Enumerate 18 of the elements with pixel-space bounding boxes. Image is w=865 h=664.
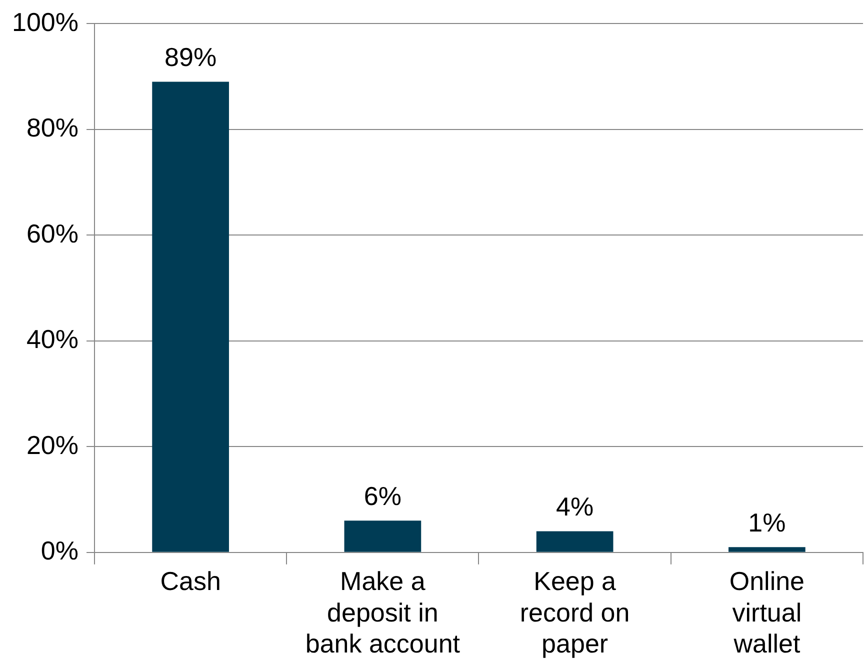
y-tick-label: 0% bbox=[40, 536, 78, 566]
data-label: 6% bbox=[364, 480, 402, 511]
bar bbox=[152, 82, 229, 552]
y-tick-label: 20% bbox=[26, 430, 78, 460]
bar bbox=[728, 547, 806, 552]
x-tick-label: Online virtual wallet bbox=[729, 566, 805, 659]
y-tick-label: 80% bbox=[26, 112, 78, 143]
data-label: 4% bbox=[556, 491, 594, 522]
y-tick-label: 40% bbox=[26, 324, 78, 354]
y-tick-label: 60% bbox=[26, 218, 78, 248]
data-label: 89% bbox=[164, 42, 217, 72]
y-tick-label: 100% bbox=[12, 6, 78, 37]
x-tick-label: Make a deposit in bank account bbox=[305, 566, 461, 659]
bar bbox=[344, 520, 422, 552]
bar bbox=[536, 531, 614, 552]
x-tick-label: Keep a record on paper bbox=[520, 566, 630, 659]
data-label: 1% bbox=[748, 507, 786, 538]
x-tick-label: Cash bbox=[160, 566, 221, 596]
